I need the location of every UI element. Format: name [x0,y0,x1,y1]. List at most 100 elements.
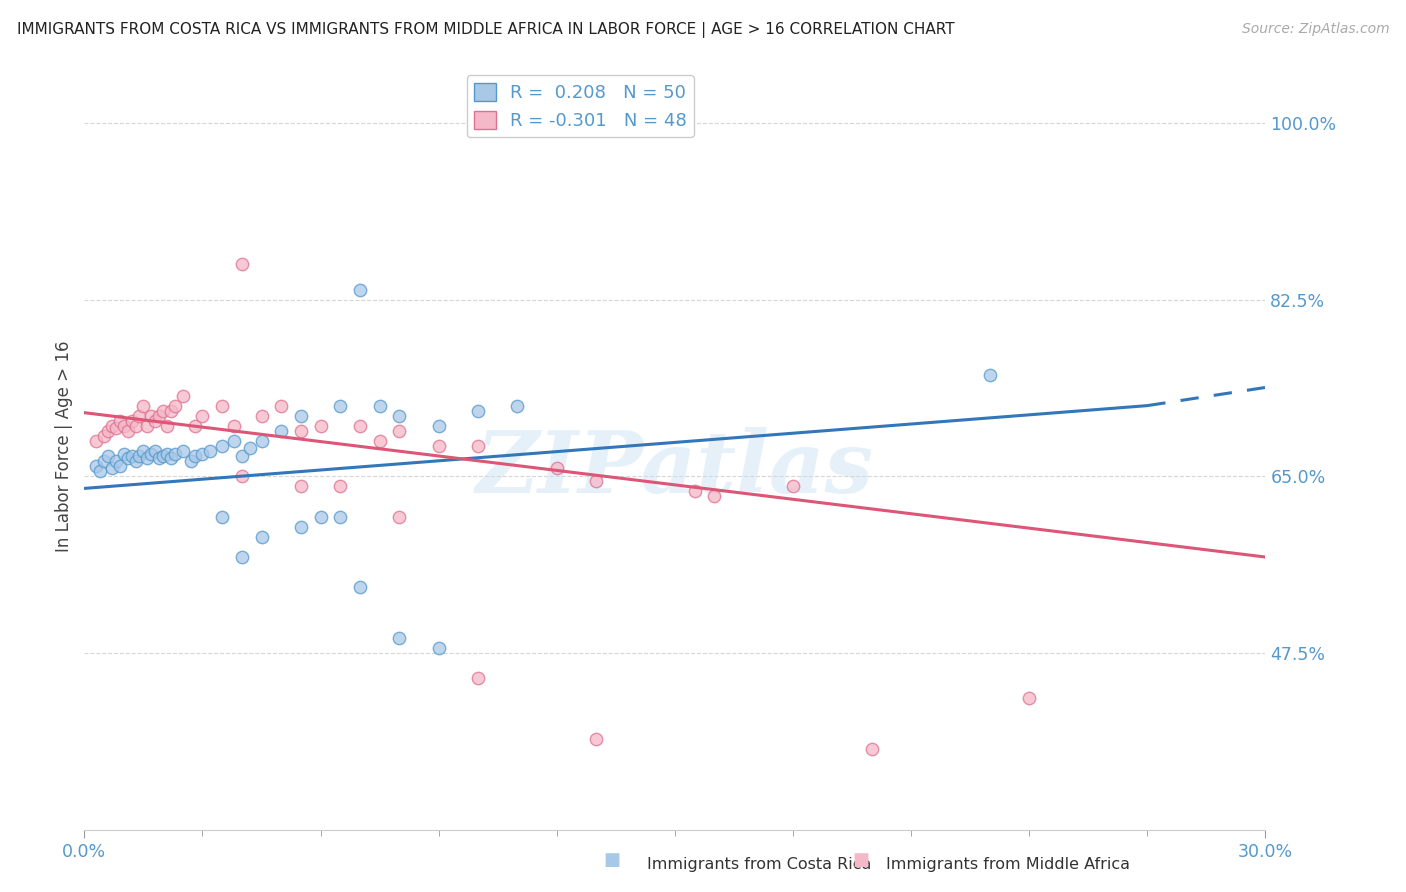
Point [97,424,120,438]
Point [290,520,312,534]
Point [329,509,352,524]
Text: ■: ■ [603,851,620,869]
Point [152,449,174,463]
Point [388,424,411,438]
Point [101,461,124,475]
Point [121,449,143,463]
Point [585,475,607,489]
Point [141,409,163,423]
Point [141,447,163,461]
Point [427,418,450,433]
Point [349,283,371,297]
Point [160,403,183,417]
Point [979,368,1001,383]
Point [467,403,489,417]
Legend: R =  0.208   N = 50, R = -0.301   N = 48: R = 0.208 N = 50, R = -0.301 N = 48 [467,75,695,137]
Point [388,509,411,524]
Point [136,451,159,466]
Point [172,388,194,402]
Point [467,439,489,453]
Point [191,409,214,423]
Point [231,257,253,271]
Point [290,409,312,423]
Text: Immigrants from Middle Africa: Immigrants from Middle Africa [886,857,1130,872]
Point [156,447,179,461]
Point [112,418,135,433]
Text: Immigrants from Costa Rica: Immigrants from Costa Rica [647,857,872,872]
Point [427,640,450,655]
Point [309,418,332,433]
Point [250,409,273,423]
Point [270,399,292,413]
Point [101,418,124,433]
Point [132,444,155,458]
Point [108,414,131,428]
Point [163,399,186,413]
Point [782,479,804,493]
Point [506,399,529,413]
Point [180,454,202,468]
Point [211,509,233,524]
Point [183,418,205,433]
Point [97,449,120,463]
Point [93,429,115,443]
Point [148,409,170,423]
Point [349,580,371,594]
Point [349,418,371,433]
Point [270,424,292,438]
Point [231,469,253,483]
Point [191,447,214,461]
Point [546,461,568,475]
Point [239,441,262,455]
Text: IMMIGRANTS FROM COSTA RICA VS IMMIGRANTS FROM MIDDLE AFRICA IN LABOR FORCE | AGE: IMMIGRANTS FROM COSTA RICA VS IMMIGRANTS… [17,22,955,38]
Text: Source: ZipAtlas.com: Source: ZipAtlas.com [1241,22,1389,37]
Point [329,479,352,493]
Point [121,414,143,428]
Point [117,451,139,466]
Y-axis label: In Labor Force | Age > 16: In Labor Force | Age > 16 [55,340,73,552]
Point [143,444,166,458]
Point [368,434,391,448]
Point [683,484,706,499]
Point [222,434,245,448]
Point [93,454,115,468]
Point [290,424,312,438]
Point [200,444,222,458]
Point [250,530,273,544]
Point [163,447,186,461]
Point [222,418,245,433]
Point [124,418,146,433]
Point [148,451,170,466]
Point [160,451,183,466]
Point [703,490,725,504]
Point [112,447,135,461]
Text: ■: ■ [852,851,869,869]
Point [388,409,411,423]
Point [231,549,253,564]
Point [860,741,883,756]
Point [84,459,107,474]
Point [104,454,127,468]
Point [89,464,111,478]
Point [231,449,253,463]
Point [124,454,146,468]
Point [84,434,107,448]
Point [117,424,139,438]
Point [211,399,233,413]
Point [1018,691,1040,706]
Point [368,399,391,413]
Point [211,439,233,453]
Point [132,399,155,413]
Text: ZIPatlas: ZIPatlas [475,427,875,511]
Point [388,631,411,645]
Point [427,439,450,453]
Point [128,409,150,423]
Point [250,434,273,448]
Point [156,418,179,433]
Point [309,509,332,524]
Point [143,414,166,428]
Point [290,479,312,493]
Point [183,449,205,463]
Point [585,731,607,746]
Point [104,421,127,435]
